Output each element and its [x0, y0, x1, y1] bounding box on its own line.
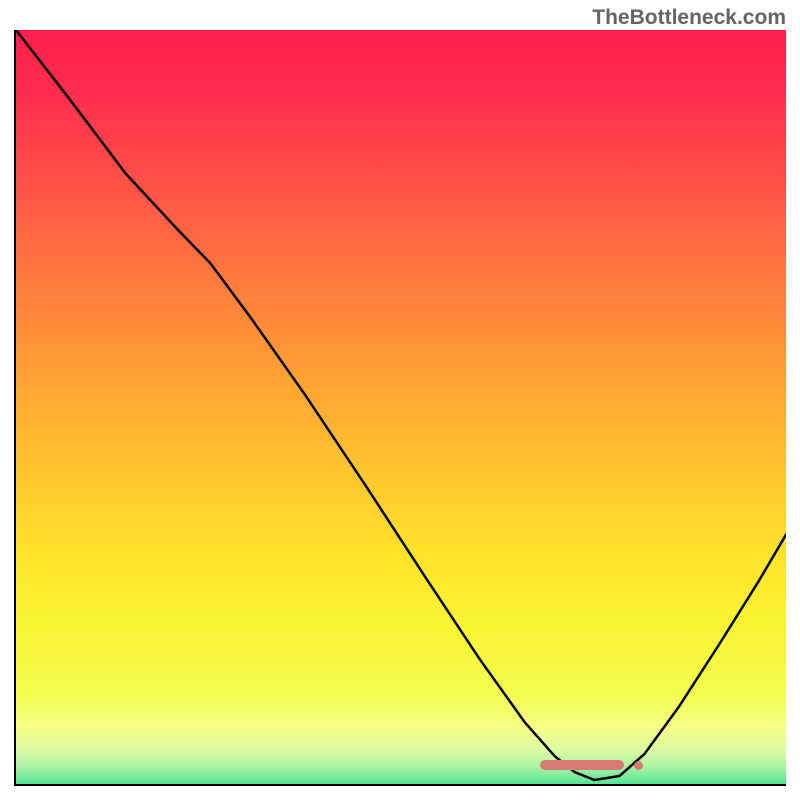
- chart-container: TheBottleneck.com: [0, 0, 800, 800]
- attribution-label: TheBottleneck.com: [592, 6, 786, 30]
- minimum-marker-dot: [634, 761, 643, 770]
- minimum-marker-bar: [540, 760, 624, 770]
- plot-area: [14, 30, 786, 786]
- bottleneck-curve: [16, 30, 786, 784]
